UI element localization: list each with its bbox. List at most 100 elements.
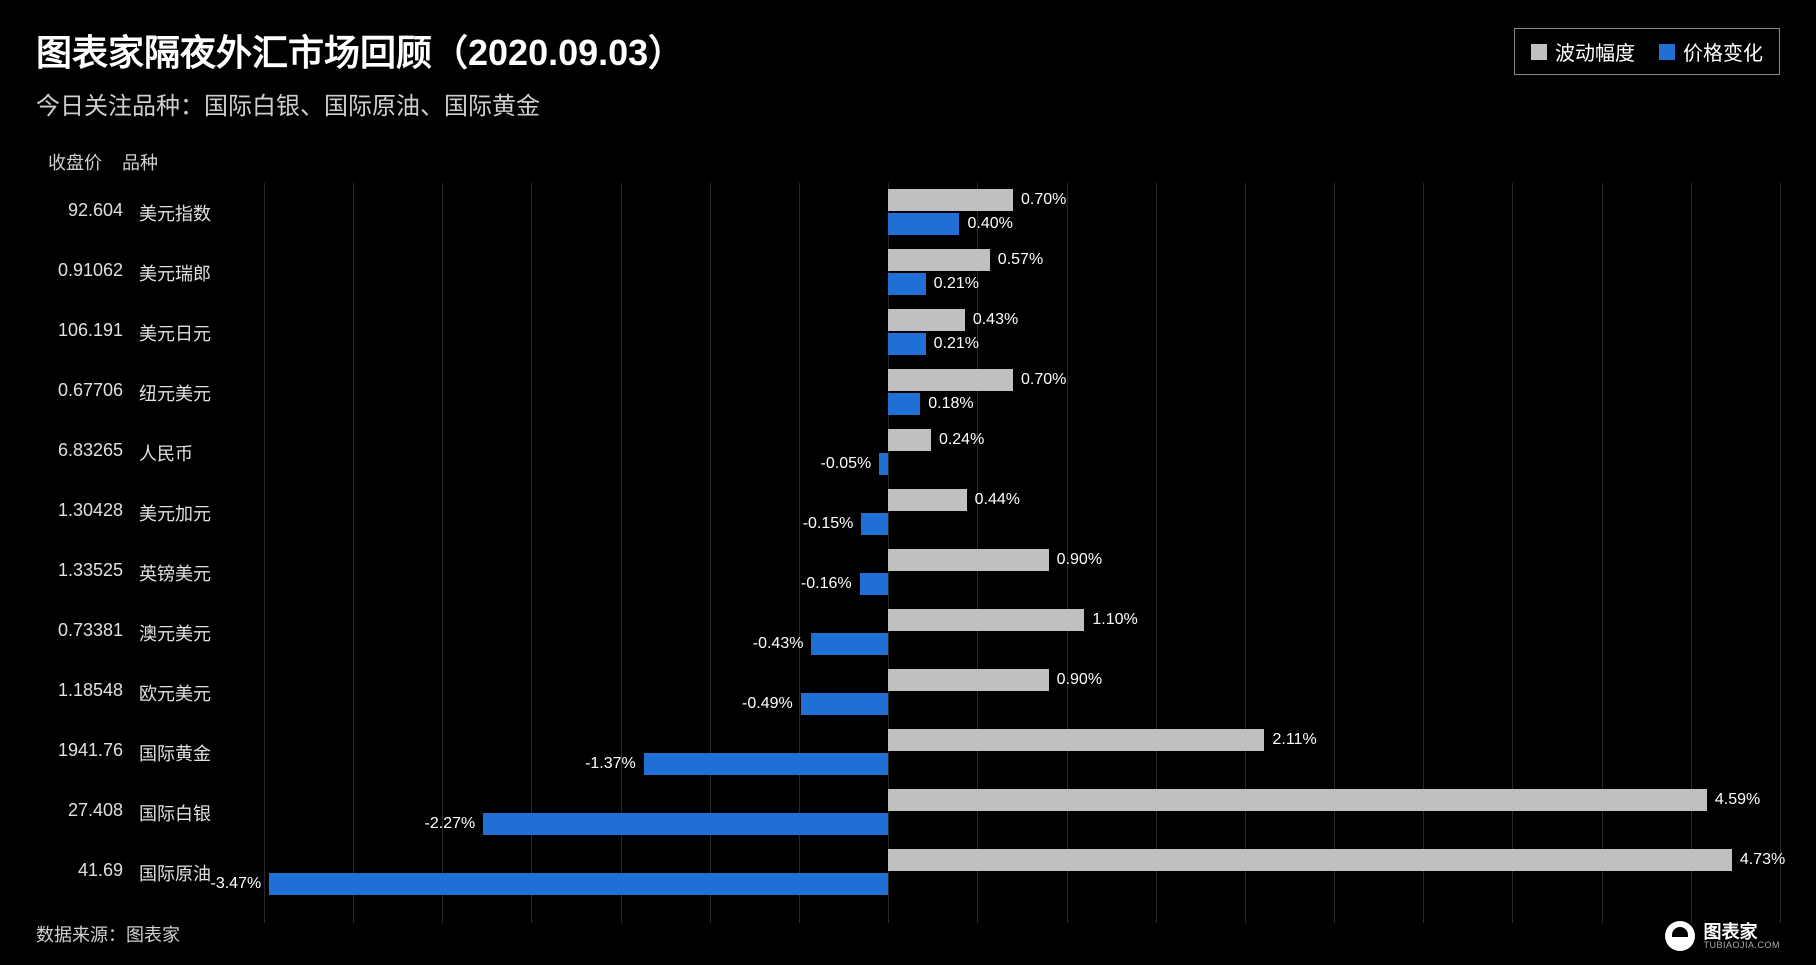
volatility-label: 4.73%	[1740, 851, 1785, 869]
price-change-label: 0.40%	[967, 215, 1012, 233]
row-labels: 27.408 国际白银	[36, 800, 246, 826]
price-change-bar	[860, 573, 889, 595]
close-value: 6.83265	[36, 440, 123, 466]
row-labels: 0.67706 纽元美元	[36, 380, 246, 406]
col-header-category: 品种	[122, 149, 158, 175]
row-labels: 1.18548欧元美元	[36, 680, 246, 706]
table-row: 92.604 美元指数 0.70% 0.40%	[36, 183, 1780, 243]
table-row: 1.30428美元加元0.44%-0.15%	[36, 483, 1780, 543]
category-name: 纽元美元	[139, 380, 228, 406]
volatility-bar	[888, 669, 1049, 691]
brand-url: TUBIAOJIA.COM	[1703, 941, 1780, 950]
price-change-label: -0.49%	[742, 695, 793, 713]
chart-area: 92.604美元指数0.70%0.40%0.91062美元瑞郎0.57%0.21…	[36, 183, 1780, 923]
row-labels: 1941.76国际黄金	[36, 740, 246, 766]
row-labels: 1.33525 英镑美元	[36, 560, 246, 586]
volatility-label: 0.70%	[1021, 191, 1066, 209]
category-name: 美元加元	[139, 500, 228, 526]
legend: 波动幅度 价格变化	[1514, 28, 1780, 75]
row-labels: 1.30428美元加元	[36, 500, 246, 526]
bars-zone: 2.11%-1.37%	[246, 723, 1780, 783]
volatility-bar	[888, 729, 1264, 751]
category-name: 澳元美元	[139, 620, 228, 646]
table-row: 27.408国际白银4.59%-2.27%	[36, 783, 1780, 843]
bars-zone: 0.90% -0.16%	[246, 543, 1780, 603]
price-change-bar	[888, 393, 920, 415]
title-block: 图表家隔夜外汇市场回顾（2020.09.03） 今日关注品种：国际白银、国际原油…	[36, 24, 684, 121]
table-row: 1941.76国际黄金2.11%-1.37%	[36, 723, 1780, 783]
close-value: 27.408	[36, 800, 123, 826]
price-change-label: 0.21%	[934, 335, 979, 353]
header: 图表家隔夜外汇市场回顾（2020.09.03） 今日关注品种：国际白银、国际原油…	[36, 24, 1780, 121]
price-change-label: -3.47%	[211, 875, 262, 893]
close-value: 0.91062	[36, 260, 123, 286]
price-change-bar	[888, 273, 925, 295]
close-value: 1941.76	[36, 740, 123, 766]
volatility-label: 4.59%	[1715, 791, 1760, 809]
table-row: 106.191美元日元 0.43% 0.21%	[36, 303, 1780, 363]
volatility-label: 0.43%	[973, 311, 1018, 329]
row-labels: 0.91062 美元瑞郎	[36, 260, 246, 286]
volatility-label: 0.90%	[1057, 551, 1102, 569]
page-title: 图表家隔夜外汇市场回顾（2020.09.03）	[36, 24, 684, 76]
category-name: 美元瑞郎	[139, 260, 228, 286]
brand-logo-icon	[1665, 921, 1695, 951]
volatility-bar	[888, 369, 1013, 391]
bars-zone: 0.44%-0.15%	[246, 483, 1780, 543]
volatility-label: 0.24%	[939, 431, 984, 449]
category-name: 美元指数	[139, 200, 228, 226]
volatility-bar	[888, 609, 1084, 631]
table-row: 1.33525 英镑美元 0.90% -0.16%	[36, 543, 1780, 603]
price-change-bar	[861, 513, 888, 535]
price-change-bar	[269, 873, 888, 895]
price-change-label: -0.16%	[801, 575, 852, 593]
close-value: 92.604	[36, 200, 123, 226]
row-labels: 6.83265人民币	[36, 440, 246, 466]
row-labels: 106.191美元日元	[36, 320, 246, 346]
column-headers: 收盘价 品种	[48, 149, 1780, 175]
volatility-label: 1.10%	[1092, 611, 1137, 629]
brand-name: 图表家	[1703, 923, 1780, 941]
brand-logo: 图表家 TUBIAOJIA.COM	[1665, 921, 1780, 951]
volatility-bar	[888, 789, 1707, 811]
volatility-label: 2.11%	[1273, 731, 1317, 749]
category-name: 英镑美元	[139, 560, 228, 586]
table-row: 6.83265人民币 0.24% -0.05%	[36, 423, 1780, 483]
chart-container: 图表家隔夜外汇市场回顾（2020.09.03） 今日关注品种：国际白银、国际原油…	[0, 0, 1816, 965]
table-row: 0.67706 纽元美元 0.70%0.18%	[36, 363, 1780, 423]
category-name: 美元日元	[139, 320, 228, 346]
bars-zone: 0.70%0.18%	[246, 363, 1780, 423]
legend-item-volatility: 波动幅度	[1531, 37, 1635, 66]
volatility-bar	[888, 849, 1732, 871]
close-value: 1.33525	[36, 560, 123, 586]
volatility-label: 0.57%	[998, 251, 1043, 269]
legend-item-price-change: 价格变化	[1659, 37, 1763, 66]
bars-zone: 0.70% 0.40%	[246, 183, 1780, 243]
price-change-bar	[483, 813, 888, 835]
page-subtitle: 今日关注品种：国际白银、国际原油、国际黄金	[36, 86, 684, 121]
brand-logo-text: 图表家 TUBIAOJIA.COM	[1703, 923, 1780, 950]
category-name: 国际白银	[139, 800, 228, 826]
price-change-label: -0.05%	[821, 455, 872, 473]
close-value: 0.67706	[36, 380, 123, 406]
bars-zone: 0.43% 0.21%	[246, 303, 1780, 363]
col-header-close: 收盘价	[48, 149, 102, 175]
table-row: 0.73381澳元美元1.10%-0.43%	[36, 603, 1780, 663]
legend-label-volatility: 波动幅度	[1555, 37, 1635, 66]
price-change-bar	[888, 333, 925, 355]
bars-zone: 4.73%-3.47%	[246, 843, 1780, 903]
close-value: 1.18548	[36, 680, 123, 706]
price-change-label: -0.43%	[753, 635, 804, 653]
legend-swatch-volatility	[1531, 44, 1547, 60]
volatility-bar	[888, 489, 966, 511]
price-change-label: 0.18%	[928, 395, 973, 413]
table-row: 1.18548欧元美元0.90%-0.49%	[36, 663, 1780, 723]
legend-swatch-price-change	[1659, 44, 1675, 60]
bars-zone: 0.57%0.21%	[246, 243, 1780, 303]
bars-zone: 1.10% -0.43%	[246, 603, 1780, 663]
price-change-label: -0.15%	[803, 515, 854, 533]
volatility-bar	[888, 189, 1013, 211]
row-labels: 92.604 美元指数	[36, 200, 246, 226]
volatility-bar	[888, 549, 1049, 571]
footer-source: 数据来源：图表家	[36, 921, 180, 947]
